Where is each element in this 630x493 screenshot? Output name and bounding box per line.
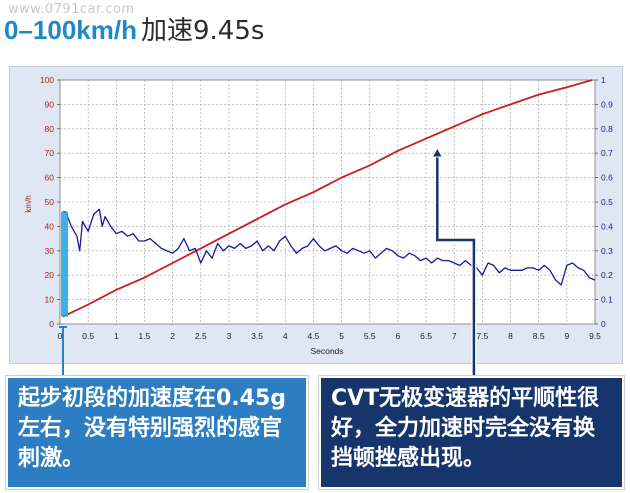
x-tick-label: 7 [452, 331, 457, 341]
x-tick-label: 3 [227, 331, 232, 341]
x-tick-label: 5.5 [364, 331, 376, 341]
y-tick-label: 10 [45, 295, 55, 305]
page-title: 0–100km/h 加速9.45s [0, 10, 264, 50]
y-tick-label: 70 [45, 148, 55, 158]
x-axis-label: Seconds [310, 346, 343, 356]
initial-accel-highlight [61, 211, 68, 317]
x-tick-label: 1.5 [139, 331, 151, 341]
x-tick-label: 6 [396, 331, 401, 341]
x-tick-label: 8.5 [533, 331, 545, 341]
y2-tick-label: 0.6 [601, 173, 613, 183]
x-tick-label: 2.5 [195, 331, 207, 341]
y2-tick-label: 1 [601, 75, 606, 85]
y2-tick-label: 0.5 [601, 197, 613, 207]
y-tick-label: 30 [45, 246, 55, 256]
x-tick-label: 6.5 [420, 331, 432, 341]
y2-tick-label: 0.7 [601, 148, 613, 158]
y2-tick-label: 0.9 [601, 99, 613, 109]
y-tick-label: 20 [45, 270, 55, 280]
speed-line [62, 79, 593, 318]
y2-tick-label: 0.4 [601, 221, 613, 231]
y-tick-label: 80 [45, 124, 55, 134]
callout-connector-right [436, 156, 476, 376]
watermark: www.0791car.com [8, 2, 135, 17]
title-speed-range: 0–100km/h [4, 15, 137, 45]
title-time: 加速9.45s [140, 16, 265, 46]
x-tick-label: 2 [170, 331, 175, 341]
x-tick-label: 5 [339, 331, 344, 341]
x-tick-label: 4.5 [308, 331, 320, 341]
x-tick-label: 8 [508, 331, 513, 341]
y2-tick-label: 0.3 [601, 246, 613, 256]
x-tick-label: 3.5 [251, 331, 263, 341]
y-tick-label: 0 [49, 319, 54, 329]
y-tick-label: 90 [45, 99, 55, 109]
x-tick-label: 9 [564, 331, 569, 341]
y-tick-label: 60 [45, 173, 55, 183]
y2-tick-label: 0 [601, 319, 606, 329]
callout-arrowhead [431, 146, 444, 158]
y2-tick-label: 0.2 [601, 270, 613, 280]
y-tick-label: 50 [45, 197, 55, 207]
x-tick-label: 0 [58, 331, 63, 341]
y2-tick-label: 0.8 [601, 124, 613, 134]
x-tick-label: 0.5 [82, 331, 94, 341]
y-tick-label: 40 [45, 221, 55, 231]
callout-initial-acceleration: 起步初段的加速度在0.45g左右，没有特别强烈的感官刺激。 [6, 376, 308, 489]
acceleration-line [62, 208, 596, 286]
x-tick-label: 7.5 [476, 331, 488, 341]
x-tick-label: 4 [283, 331, 288, 341]
y-axis-label: km/h [24, 195, 33, 212]
y-tick-label: 100 [40, 75, 54, 85]
x-tick-label: 9.5 [589, 331, 601, 341]
x-tick-label: 1 [114, 331, 119, 341]
callout-cvt-smoothness: CVT无极变速器的平顺性很好，全力加速时完全没有换挡顿挫感出现。 [319, 376, 624, 489]
y2-tick-label: 0.1 [601, 295, 613, 305]
